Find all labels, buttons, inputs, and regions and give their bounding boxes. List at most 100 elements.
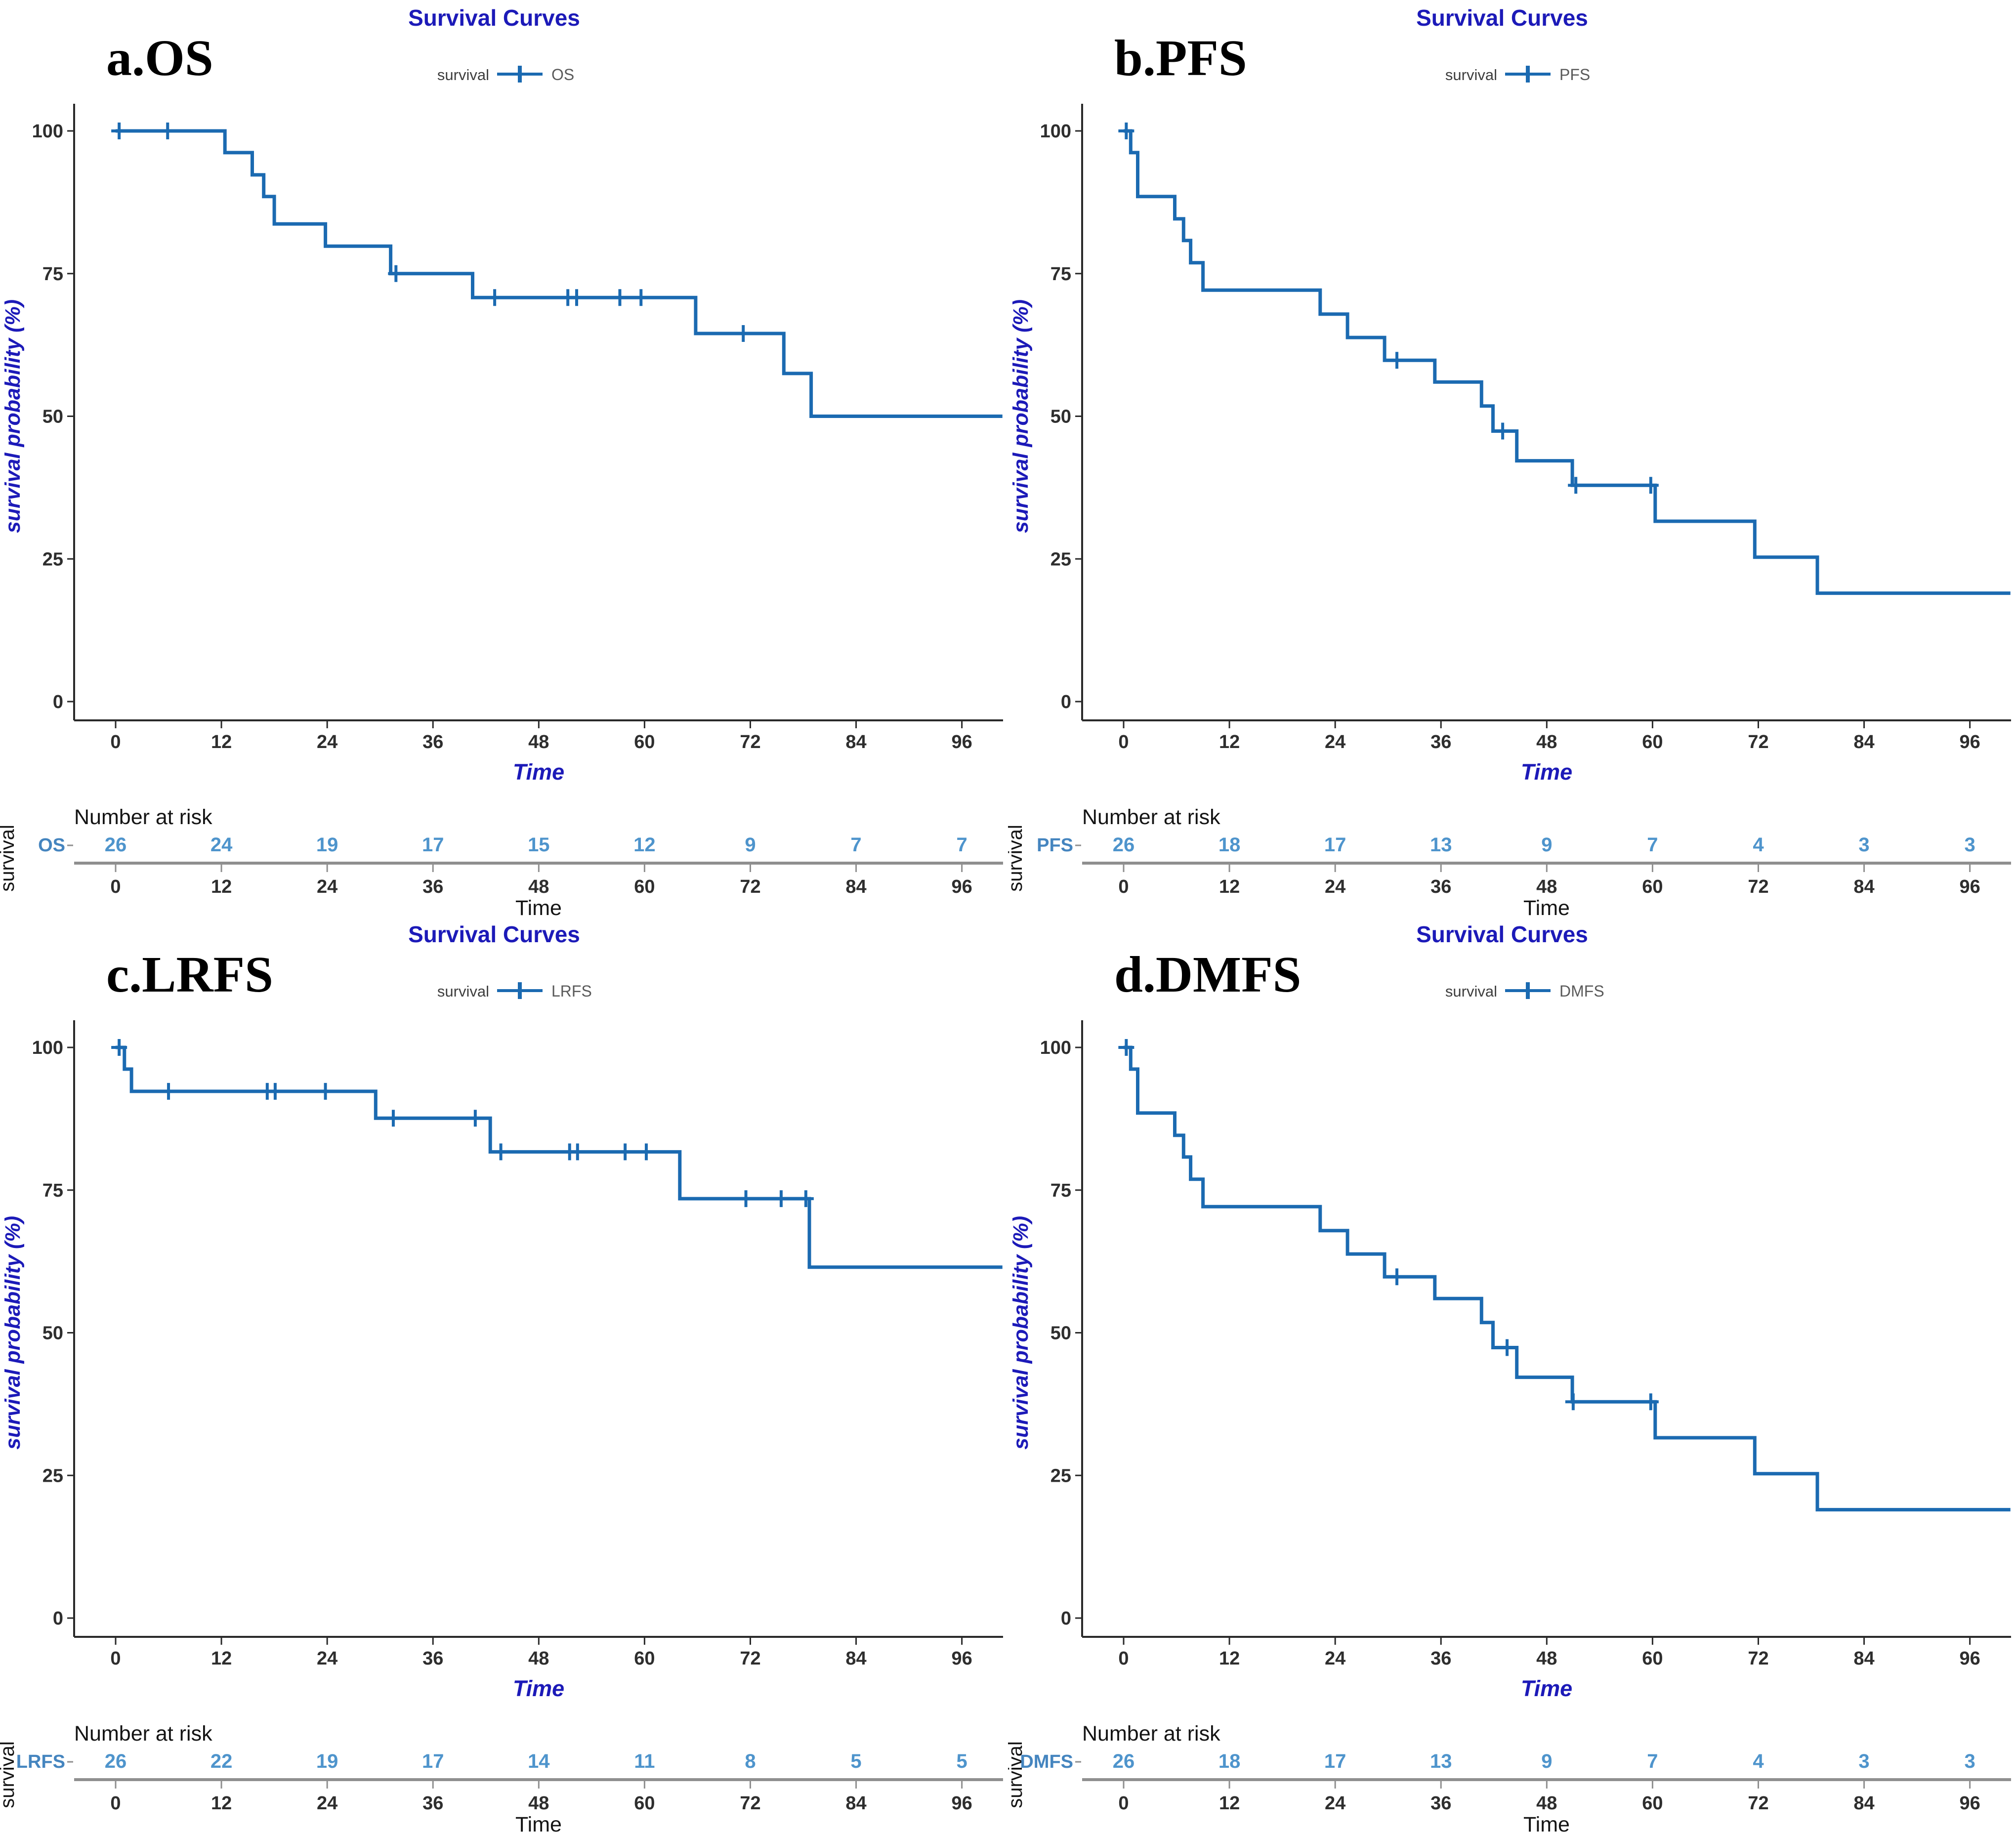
legend-title: survival [437,66,489,83]
risk-tick-label: 0 [1118,1793,1129,1814]
y-tick-label: 50 [42,407,63,427]
chart-title: Survival Curves [1416,5,1588,31]
risk-tick-label: 24 [317,1793,337,1814]
km-plot-os: Survival Curves a.OS survival OS 0 25 50 75 100 0… [0,5,1003,916]
risk-count: 17 [1324,834,1346,856]
risk-group-axis-label: survival [0,1741,18,1808]
risk-count: 19 [316,1750,338,1772]
risk-count: 3 [1858,1750,1869,1772]
risk-count: 18 [1218,1750,1241,1772]
risk-count: 14 [528,1750,550,1772]
y-tick-label: 75 [42,1180,63,1201]
x-tick-label: 36 [422,1648,443,1669]
x-tick-label: 12 [211,1648,232,1669]
y-tick-label: 0 [53,692,63,712]
risk-tick-label: 84 [1853,1793,1874,1814]
risk-tick-label: 84 [845,1793,866,1814]
y-tick-label: 75 [42,264,63,285]
legend-title: survival [1445,66,1497,83]
legend-series-label: PFS [1559,66,1590,83]
legend-series-label: LRFS [551,982,592,1000]
risk-count: 11 [634,1750,655,1772]
legend-title: survival [437,983,489,1000]
risk-tick-label: 96 [1959,876,1980,897]
x-tick-label: 48 [528,1648,549,1669]
risk-count: 19 [316,834,338,856]
y-axis-title: survival probability (%) [1,1216,25,1450]
risk-count: 7 [1647,834,1658,856]
survival-curve [116,1045,1003,1269]
risk-count: 9 [1541,834,1552,856]
risk-group-axis-label: survival [1008,825,1026,892]
panel-label: a.OS [106,30,213,86]
risk-count: 8 [745,1750,756,1772]
x-tick-label: 24 [1325,732,1345,752]
risk-table-header: Number at risk [74,1722,212,1746]
risk-tick-label: 60 [1642,1793,1663,1814]
x-tick-label: 48 [528,732,549,752]
x-tick-label: 36 [1430,1648,1451,1669]
y-tick-label: 25 [42,1465,63,1486]
y-tick-label: 25 [42,549,63,570]
x-tick-label: 72 [740,1648,760,1669]
panel-label: d.DMFS [1114,946,1301,1003]
risk-tick-label: 72 [1748,1793,1768,1814]
y-tick-label: 50 [1050,1323,1071,1344]
x-tick-label: 24 [1325,1648,1345,1669]
x-axis-title: Time [513,759,564,785]
risk-time-axis-title: Time [515,896,562,916]
x-tick-label: 60 [634,1648,655,1669]
risk-count: 4 [1753,834,1764,856]
risk-tick-label: 12 [211,876,232,897]
risk-tick-label: 36 [1430,1793,1451,1814]
risk-count: 15 [528,834,550,856]
risk-count: 9 [1541,1750,1552,1772]
risk-table-header: Number at risk [1082,805,1220,829]
risk-count: 26 [105,834,127,856]
y-tick-label: 100 [1040,1038,1071,1058]
risk-count: 17 [422,1750,444,1772]
x-tick-label: 0 [1118,1648,1129,1669]
x-tick-label: 84 [845,1648,866,1669]
x-axis-title: Time [513,1676,564,1701]
x-tick-label: 0 [110,1648,121,1669]
risk-count: 26 [1113,834,1135,856]
y-tick-label: 100 [1040,121,1071,142]
risk-tick-label: 36 [1430,876,1451,897]
risk-tick-label: 96 [951,876,972,897]
y-tick-label: 0 [1061,692,1071,712]
x-tick-label: 36 [422,732,443,752]
risk-tick-label: 48 [528,1793,549,1814]
risk-count: 5 [957,1750,967,1772]
risk-table-header: Number at risk [74,805,212,829]
risk-count: 13 [1430,834,1452,856]
risk-tick-label: 24 [317,876,337,897]
risk-count: 22 [210,1750,233,1772]
y-tick-label: 50 [1050,407,1071,427]
risk-tick-label: 72 [740,1793,760,1814]
x-axis-title: Time [1521,1676,1572,1701]
x-tick-label: 72 [1748,1648,1768,1669]
risk-tick-label: 60 [634,1793,655,1814]
risk-count: 3 [1858,834,1869,856]
risk-tick-label: 12 [211,1793,232,1814]
x-tick-label: 12 [1219,732,1240,752]
x-tick-label: 60 [1642,1648,1663,1669]
x-tick-label: 84 [845,732,866,752]
risk-count: 26 [105,1750,127,1772]
risk-count: 17 [1324,1750,1346,1772]
y-axis-title: survival probability (%) [1009,299,1033,533]
y-tick-label: 0 [53,1608,63,1629]
risk-count: 26 [1113,1750,1135,1772]
risk-count: 17 [422,834,444,856]
chart-title: Survival Curves [1416,921,1588,947]
risk-tick-label: 0 [110,876,121,897]
x-tick-label: 96 [951,1648,972,1669]
risk-count: 7 [957,834,967,856]
risk-row-label: OS [38,835,65,856]
x-tick-label: 60 [634,732,655,752]
x-tick-label: 24 [317,1648,337,1669]
y-tick-label: 75 [1050,264,1071,285]
